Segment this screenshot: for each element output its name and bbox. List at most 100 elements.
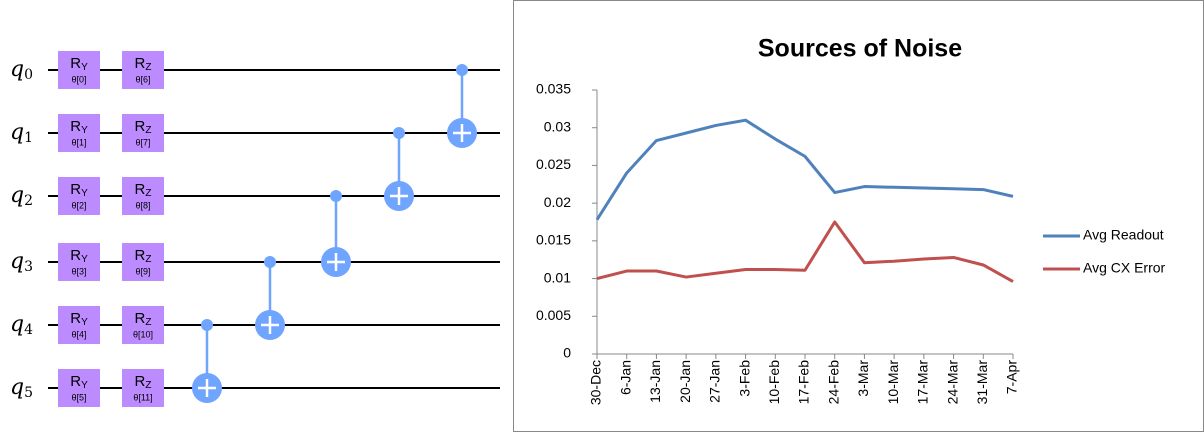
qubit-name: q — [10, 312, 24, 337]
gate-sub: Z — [145, 188, 151, 199]
gate-sub: Y — [81, 380, 88, 391]
qubit-label: q1 — [10, 120, 33, 146]
legend-label: Avg Readout — [1083, 227, 1164, 243]
y-tick-label: 0.02 — [544, 194, 571, 210]
gate-label: RZ — [135, 247, 152, 265]
gate-sub: Z — [145, 254, 151, 265]
x-tick-label: 31-Mar — [974, 360, 990, 405]
series-line — [596, 220, 1014, 283]
cnot-control — [393, 127, 405, 139]
gate-name: R — [135, 55, 146, 72]
qubit-label: q5 — [10, 375, 33, 401]
gate — [58, 114, 100, 152]
qubit-label: q2 — [10, 183, 33, 209]
qubit-index: 3 — [24, 259, 33, 275]
y-tick-label: 0.015 — [536, 232, 571, 248]
x-tick-label: 6-Jan — [617, 360, 633, 395]
gate-param: θ[0] — [71, 74, 86, 84]
gate-param: θ[10] — [133, 329, 153, 339]
qubit-label: q3 — [10, 249, 33, 275]
gate-param: θ[8] — [135, 200, 150, 210]
gate-name: R — [70, 181, 81, 198]
y-tick-label: 0 — [563, 345, 571, 361]
cnot-control — [456, 64, 468, 76]
gate — [122, 114, 164, 152]
gate-param: θ[7] — [135, 137, 150, 147]
gate-sub: Y — [81, 254, 88, 265]
qubit-label: q4 — [10, 312, 33, 338]
gate-sub: Z — [145, 62, 151, 73]
gate-param: θ[3] — [71, 266, 86, 276]
gate-label: RY — [70, 118, 88, 136]
qubit-index: 2 — [24, 193, 33, 209]
x-tick-label: 13-Jan — [647, 360, 663, 403]
gate-sub: Y — [81, 188, 88, 199]
qubit-index: 0 — [24, 67, 33, 83]
qubit-label: q0 — [10, 57, 33, 83]
gate — [58, 243, 100, 281]
gate-label: RZ — [135, 181, 152, 199]
gate-label: RY — [70, 310, 88, 328]
qubit-name: q — [10, 183, 24, 208]
gate-name: R — [135, 181, 146, 198]
x-tick-label: 17-Mar — [915, 360, 931, 405]
y-tick-label: 0.025 — [536, 156, 571, 172]
cnot-control — [330, 190, 342, 202]
gate-param: θ[6] — [135, 74, 150, 84]
gate-param: θ[11] — [133, 392, 152, 402]
gate-sub: Z — [145, 380, 151, 391]
chart-title: Sources of Noise — [758, 35, 962, 63]
gate-sub: Z — [145, 125, 151, 136]
gate — [58, 369, 100, 407]
y-tick-label: 0.01 — [544, 269, 571, 285]
y-tick-label: 0.005 — [536, 307, 571, 323]
gate — [122, 306, 164, 344]
x-tick-label: 3-Feb — [736, 360, 752, 397]
x-tick-label: 24-Feb — [825, 360, 841, 405]
gate-name: R — [135, 118, 146, 135]
y-tick-label: 0.03 — [544, 118, 571, 134]
gate — [122, 369, 164, 407]
gate-label: RZ — [135, 55, 152, 73]
x-tick-label: 17-Feb — [796, 360, 812, 405]
gate-sub: Y — [81, 125, 88, 136]
x-tick-label: 10-Mar — [885, 360, 901, 405]
qubit-name: q — [10, 375, 24, 400]
gate-sub: Y — [81, 317, 88, 328]
chart-frame — [513, 0, 1204, 432]
x-tick-label: 3-Mar — [855, 360, 871, 397]
cnot-control — [201, 319, 213, 331]
gate — [122, 51, 164, 89]
gate — [58, 306, 100, 344]
gate — [58, 51, 100, 89]
gate-name: R — [70, 310, 81, 327]
gate-param: θ[9] — [135, 266, 150, 276]
gate-label: RZ — [135, 310, 152, 328]
gate-param: θ[4] — [71, 329, 86, 339]
x-tick-label: 10-Feb — [766, 360, 782, 405]
y-tick-label: 0.035 — [536, 81, 571, 97]
series-line — [595, 118, 1014, 221]
gate-label: RZ — [135, 118, 152, 136]
qubit-index: 1 — [24, 130, 33, 146]
x-tick-label: 7-Apr — [1004, 360, 1020, 395]
x-tick-label: 27-Jan — [707, 360, 723, 403]
cnot-control — [264, 256, 276, 268]
x-tick-label: 20-Jan — [677, 360, 693, 403]
gate-name: R — [135, 247, 146, 264]
gate-name: R — [70, 373, 81, 390]
gate — [122, 243, 164, 281]
gate-name: R — [135, 310, 146, 327]
gate-label: RZ — [135, 373, 152, 391]
gate-name: R — [70, 55, 81, 72]
gate-param: θ[1] — [71, 137, 86, 147]
gate-name: R — [70, 247, 81, 264]
gate-param: θ[5] — [71, 392, 86, 402]
gate-label: RY — [70, 181, 88, 199]
legend-label: Avg CX Error — [1083, 260, 1166, 276]
qubit-index: 5 — [24, 385, 33, 401]
gate — [122, 177, 164, 215]
gate-sub: Z — [145, 317, 151, 328]
